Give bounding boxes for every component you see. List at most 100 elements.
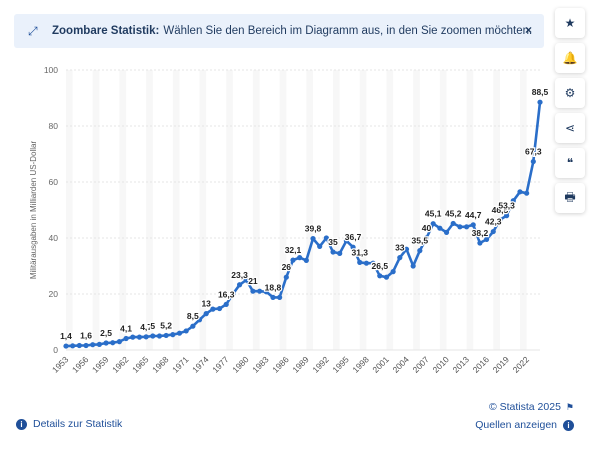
data-point[interactable] [417,248,423,254]
data-point[interactable] [410,263,416,269]
data-point[interactable] [196,317,203,323]
copyright-link[interactable]: © Statista 2025 ⚑ [489,401,574,413]
data-point[interactable] [323,235,329,241]
data-point[interactable] [310,235,316,242]
grid-band [119,70,127,350]
data-point[interactable] [123,335,129,342]
data-point[interactable] [517,189,523,195]
data-point[interactable] [497,217,503,223]
data-point[interactable] [116,339,123,345]
data-point[interactable] [183,328,189,334]
data-point[interactable] [317,243,323,249]
data-label: 2,5 [100,328,112,338]
data-label: 31,3 [351,247,368,257]
data-point[interactable] [504,213,510,219]
grid-band [439,70,447,350]
data-point[interactable] [90,342,96,348]
data-point[interactable] [530,158,536,165]
data-point[interactable] [397,255,403,261]
data-point[interactable] [76,342,82,349]
data-point[interactable] [230,291,236,297]
data-point[interactable] [363,260,370,266]
data-point[interactable] [377,273,383,279]
data-point[interactable] [483,236,490,242]
data-point[interactable] [510,198,516,204]
data-point[interactable] [63,343,69,349]
data-point[interactable] [290,257,296,263]
data-point[interactable] [450,220,456,227]
data-point[interactable] [343,238,349,244]
data-point[interactable] [383,274,390,280]
data-point[interactable] [143,334,149,340]
grid-band [333,70,340,350]
data-point[interactable] [83,342,89,349]
data-label: 35,5 [412,236,429,246]
grid-band [252,70,260,350]
details-link[interactable]: i Details zur Statistik [16,418,122,430]
y-tick-label: 20 [49,289,59,299]
data-point[interactable] [270,294,276,300]
data-point[interactable] [330,249,336,255]
data-point[interactable] [490,228,496,235]
cite-button[interactable]: ❝ [555,148,585,178]
data-point[interactable] [216,305,223,312]
data-point[interactable] [390,269,396,275]
data-point[interactable] [136,334,143,340]
data-point[interactable] [537,99,543,105]
data-label: 4,7 [140,322,152,332]
print-button[interactable]: 🖶 [555,183,585,213]
data-point[interactable] [190,323,196,329]
data-point[interactable] [150,333,156,339]
data-point[interactable] [156,333,163,339]
data-point[interactable] [263,289,269,295]
data-point[interactable] [223,301,229,307]
data-point[interactable] [423,235,430,241]
x-tick-label: 1977 [210,354,231,375]
x-tick-label: 1965 [130,354,151,375]
data-point[interactable] [430,221,436,227]
notification-button[interactable]: 🔔 [555,43,585,73]
data-point[interactable] [303,257,309,263]
data-point[interactable] [337,250,343,256]
data-point[interactable] [210,306,216,312]
data-point[interactable] [297,255,303,261]
data-label: 1,4 [60,331,72,341]
data-point[interactable] [437,225,443,231]
data-point[interactable] [524,190,530,196]
data-point[interactable] [96,341,102,347]
banner-close-button[interactable]: × [524,23,532,37]
data-point[interactable] [457,224,463,230]
data-point[interactable] [350,244,356,250]
data-point[interactable] [170,332,176,338]
share-button[interactable]: ⋖ [555,113,585,143]
favorite-button[interactable]: ★ [555,8,585,38]
data-point[interactable] [283,274,289,280]
data-point[interactable] [130,334,136,340]
data-point[interactable] [236,282,243,288]
data-point[interactable] [110,340,116,346]
data-point[interactable] [163,332,169,339]
data-point[interactable] [203,311,209,317]
data-point[interactable] [463,224,470,230]
data-point[interactable] [477,240,483,246]
zoom-banner: ⤢ Zoombare Statistik: Wählen Sie den Ber… [14,14,544,48]
data-point[interactable] [470,222,476,228]
data-point[interactable] [370,260,376,266]
y-tick-label: 100 [44,65,58,75]
data-point[interactable] [257,288,263,294]
data-point[interactable] [70,343,76,349]
x-tick-label: 1974 [190,354,211,375]
data-point[interactable] [443,229,450,235]
data-point[interactable] [403,246,410,252]
data-point[interactable] [357,259,363,265]
data-point[interactable] [277,294,283,300]
settings-button[interactable]: ⚙ [555,78,585,108]
data-point[interactable] [250,288,256,294]
data-point[interactable] [176,330,183,336]
sources-link[interactable]: Quellen anzeigen i [475,419,574,431]
x-tick-label: 1956 [70,354,91,375]
y-tick-label: 60 [49,177,59,187]
data-point[interactable] [103,340,109,346]
data-point[interactable] [243,277,249,283]
